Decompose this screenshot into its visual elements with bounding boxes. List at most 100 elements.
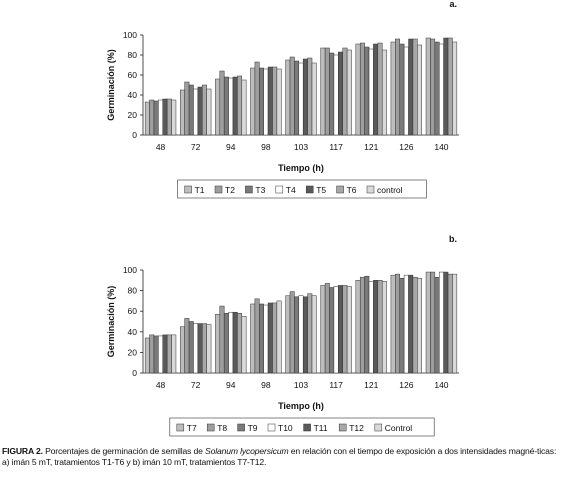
- x-axis-label: Tiempo (h): [278, 163, 324, 173]
- caption-text-after: en relación con el tiempo de exposición …: [2, 446, 557, 467]
- bar: [276, 68, 282, 136]
- legend-swatch: [374, 423, 383, 432]
- bar: [368, 281, 374, 374]
- bar: [342, 285, 348, 374]
- bar: [193, 88, 199, 136]
- bar: [267, 302, 273, 374]
- x-tick-label: 140: [434, 380, 448, 390]
- bar: [223, 313, 229, 374]
- bar: [193, 323, 199, 374]
- bar: [434, 276, 440, 374]
- bar: [324, 283, 330, 374]
- x-tick-label: 103: [294, 142, 308, 152]
- bar: [219, 305, 225, 374]
- legend-entry-label: T6: [347, 185, 357, 195]
- legend-swatch: [303, 423, 311, 432]
- bar: [333, 286, 339, 374]
- x-tick-label: 98: [261, 142, 271, 152]
- x-tick-label: 94: [226, 142, 236, 152]
- bar: [320, 285, 326, 374]
- x-tick-label: 126: [399, 380, 413, 390]
- legend-swatch: [305, 185, 314, 194]
- panel-tag: a.: [449, 0, 457, 9]
- y-tick-label: 20: [128, 110, 138, 120]
- bar: [425, 37, 431, 136]
- bar: [259, 67, 264, 136]
- legend-swatch: [267, 423, 276, 432]
- bar: [377, 42, 383, 136]
- bar: [346, 49, 352, 136]
- y-tick-label: 60: [128, 306, 138, 316]
- bar: [144, 101, 150, 136]
- bar: [215, 314, 221, 374]
- bar: [180, 326, 185, 374]
- bar: [149, 334, 155, 374]
- x-axis-label: Tiempo (h): [278, 401, 324, 411]
- bar: [320, 47, 326, 136]
- bar: [430, 38, 436, 136]
- x-tick-label: 72: [191, 142, 201, 152]
- bar: [285, 59, 291, 136]
- bar: [447, 273, 453, 374]
- bar: [452, 41, 458, 136]
- caption-text-before: Porcentajes de germinación de semillas d…: [42, 446, 206, 456]
- y-axis-label: Germinación (%): [106, 286, 116, 358]
- bar: [399, 277, 405, 374]
- legend-entry-label: T12: [349, 423, 364, 433]
- legend-box: [177, 179, 427, 199]
- bar: [373, 280, 379, 374]
- bar: [412, 38, 418, 136]
- bar: [289, 56, 295, 136]
- bar: [171, 334, 177, 374]
- y-tick-label: 20: [128, 347, 138, 357]
- x-tick-label: 117: [329, 142, 343, 152]
- bar: [254, 61, 260, 136]
- bar: [237, 313, 243, 374]
- legend-swatch: [245, 185, 253, 194]
- bar: [263, 304, 269, 374]
- x-tick-label: 72: [191, 380, 201, 390]
- y-tick-label: 80: [128, 286, 138, 296]
- bar: [263, 68, 269, 136]
- bar: [158, 335, 164, 374]
- bar: [364, 275, 370, 374]
- bar: [390, 274, 396, 374]
- bar: [443, 271, 449, 374]
- bar: [184, 81, 190, 136]
- bar: [390, 41, 396, 136]
- bar: [302, 296, 308, 374]
- y-tick-label: 100: [123, 265, 137, 275]
- legend-entry-label: T7: [187, 423, 197, 433]
- x-tick-label: 140: [434, 142, 448, 152]
- legend-swatch: [206, 423, 215, 432]
- bar: [184, 318, 190, 374]
- legend-entry-label: control: [377, 185, 403, 195]
- bar: [338, 285, 343, 374]
- bar: [294, 60, 300, 136]
- bar: [311, 295, 317, 374]
- bar: [333, 54, 339, 136]
- bar: [223, 76, 229, 136]
- bar: [364, 46, 370, 136]
- bar: [162, 334, 168, 374]
- bar: [149, 99, 155, 136]
- bar: [180, 89, 185, 136]
- bar: [399, 43, 405, 136]
- bar: [381, 49, 387, 136]
- y-tick-label: 40: [128, 327, 138, 337]
- bar: [412, 276, 418, 374]
- bar: [338, 51, 343, 136]
- bar: [359, 276, 365, 374]
- bar: [250, 303, 256, 374]
- panel-tag: b.: [449, 234, 457, 244]
- bar: [395, 273, 400, 374]
- bar: [443, 37, 449, 136]
- bar: [197, 323, 203, 374]
- chart-a: a. 0 20 40 60 80 100 Germinación (%) 48 72 94 98 103…: [106, 0, 459, 199]
- bar: [153, 100, 159, 136]
- bar: [359, 42, 365, 136]
- bar: [346, 286, 352, 374]
- bar: [294, 296, 300, 374]
- bar: [237, 75, 243, 136]
- bar: [438, 271, 444, 374]
